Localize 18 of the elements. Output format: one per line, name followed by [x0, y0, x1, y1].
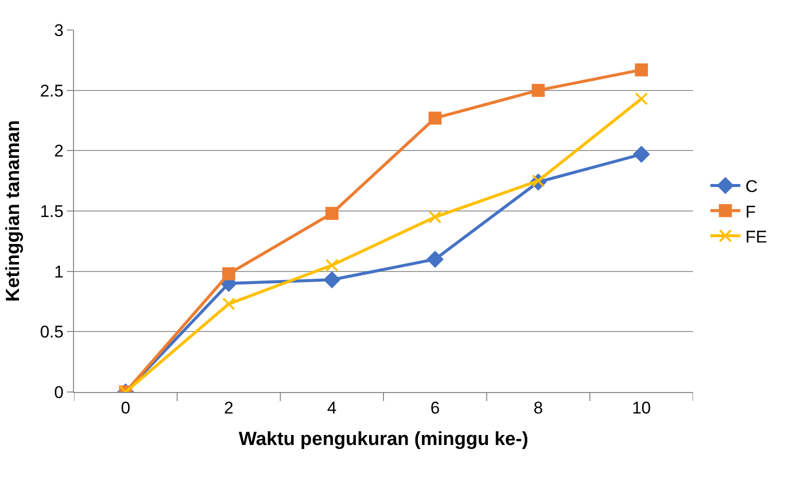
y-tick-label: 1.5	[40, 202, 64, 221]
y-tick-label: 3	[54, 20, 64, 40]
x-tick-label: 4	[327, 398, 337, 418]
y-axis-title: Ketinggian tanaman	[2, 120, 24, 302]
legend-label: FE	[745, 227, 768, 246]
x-tick-label: 0	[120, 398, 130, 418]
x-tick-label: 6	[430, 398, 440, 418]
x-tick-label: 8	[534, 398, 543, 418]
y-tick-label: 2	[54, 142, 64, 161]
y-tick-label: 0	[54, 382, 64, 402]
y-tick-label: 2.5	[40, 81, 64, 100]
y-tick-label: 0.5	[40, 322, 64, 342]
legend-label: C	[745, 177, 758, 196]
legend-label: F	[745, 202, 756, 222]
x-tick-label: 10	[632, 398, 651, 418]
x-axis-title: Waktu pengukuran (minggu ke-)	[238, 429, 528, 450]
y-tick-label: 1	[54, 262, 64, 282]
x-tick-label: 2	[224, 398, 234, 418]
